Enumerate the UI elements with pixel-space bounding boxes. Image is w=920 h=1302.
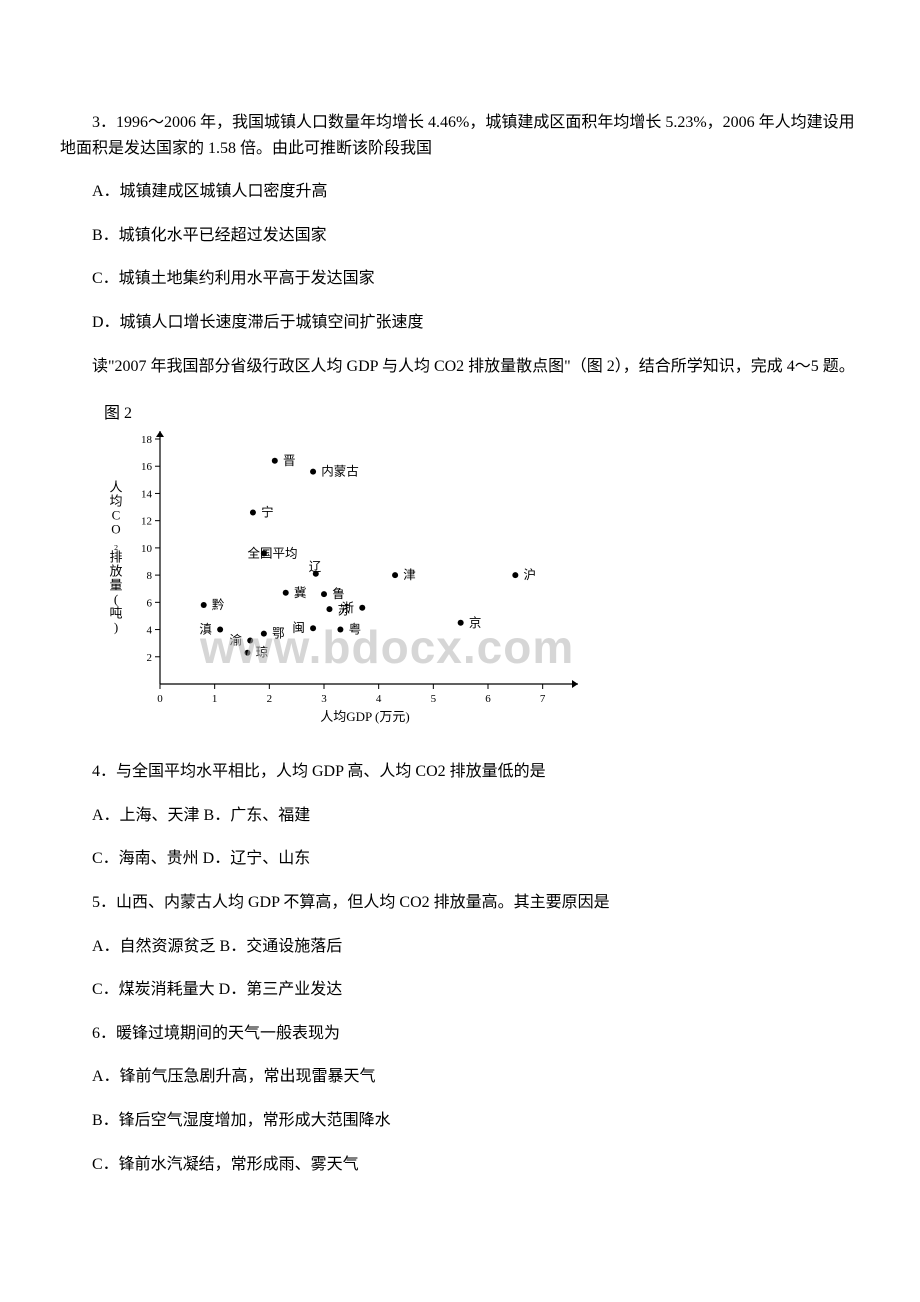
svg-text:全国平均: 全国平均 [247, 545, 297, 560]
svg-text:6: 6 [147, 597, 153, 609]
svg-text:人均GDP (万元): 人均GDP (万元) [320, 709, 409, 724]
svg-text:3: 3 [321, 693, 327, 705]
svg-text:浙: 浙 [342, 600, 355, 615]
svg-text:6: 6 [485, 693, 491, 705]
q6-option-c: C．锋前水汽凝结，常形成雨、雾天气 [60, 1152, 860, 1178]
q4-option-ab: A．上海、天津 B．广东、福建 [60, 803, 860, 829]
q6-option-a: A．锋前气压急剧升高，常出现雷暴天气 [60, 1064, 860, 1090]
svg-text:内蒙古: 内蒙古 [321, 464, 359, 479]
svg-text:鲁: 鲁 [332, 587, 345, 601]
svg-text:粤: 粤 [349, 622, 362, 637]
svg-text:晋: 晋 [283, 454, 296, 468]
q6-option-b: B．锋后空气湿度增加，常形成大范围降水 [60, 1108, 860, 1134]
q3-option-d: D．城镇人口增长速度滞后于城镇空间扩张速度 [60, 310, 860, 336]
figure-2-label: 图 2 [104, 399, 860, 423]
svg-text:10: 10 [141, 543, 153, 555]
svg-text:4: 4 [147, 625, 153, 637]
svg-text:黔: 黔 [212, 597, 225, 612]
q6-stem: 6．暖锋过境期间的天气一般表现为 [60, 1021, 860, 1047]
q5-option-cd: C．煤炭消耗量大 D．第三产业发达 [60, 977, 860, 1003]
q3-option-a: A．城镇建成区城镇人口密度升高 [60, 179, 860, 205]
svg-text:5: 5 [431, 693, 437, 705]
svg-text:宁: 宁 [261, 505, 274, 520]
svg-text:12: 12 [141, 516, 152, 528]
svg-text:14: 14 [141, 489, 153, 501]
svg-text:津: 津 [403, 568, 416, 582]
svg-text:鄂: 鄂 [272, 627, 285, 641]
svg-text:18: 18 [141, 434, 153, 446]
svg-text:渝: 渝 [229, 633, 242, 648]
q3-stem: 3．1996～2006 年，我国城镇人口数量年均增长 4.46%，城镇建成区面积… [60, 110, 860, 161]
svg-text:0: 0 [157, 693, 163, 705]
q5-stem: 5．山西、内蒙古人均 GDP 不算高，但人均 CO2 排放量高。其主要原因是 [60, 890, 860, 916]
svg-text:辽: 辽 [309, 560, 322, 574]
svg-text:2: 2 [267, 693, 273, 705]
svg-text:2: 2 [147, 652, 153, 664]
svg-text:16: 16 [141, 461, 153, 473]
figure-2-wrapper: 图 2 0123456724681012141618人均GDP (万元)人均CO… [100, 399, 860, 729]
q4-stem: 4．与全国平均水平相比，人均 GDP 高、人均 CO2 排放量低的是 [60, 759, 860, 785]
svg-text:冀: 冀 [294, 585, 307, 600]
svg-text:滇: 滇 [199, 623, 212, 637]
svg-text:7: 7 [540, 693, 546, 705]
svg-text:琼: 琼 [256, 645, 269, 660]
svg-text:沪: 沪 [524, 568, 537, 582]
svg-text:人均CO₂排放量(吨): 人均CO₂排放量(吨) [109, 480, 122, 635]
scatter-chart: 0123456724681012141618人均GDP (万元)人均CO₂排放量… [100, 429, 590, 729]
q3-option-b: B．城镇化水平已经超过发达国家 [60, 223, 860, 249]
q5-option-ab: A．自然资源贫乏 B．交通设施落后 [60, 934, 860, 960]
svg-text:京: 京 [469, 616, 482, 630]
svg-text:8: 8 [147, 570, 153, 582]
svg-text:4: 4 [376, 693, 382, 705]
svg-text:1: 1 [212, 693, 218, 705]
q3-option-c: C．城镇土地集约利用水平高于发达国家 [60, 266, 860, 292]
svg-text:闽: 闽 [292, 621, 305, 635]
q4-option-cd: C．海南、贵州 D．辽宁、山东 [60, 846, 860, 872]
intro-q4-5: 读"2007 年我国部分省级行政区人均 GDP 与人均 CO2 排放量散点图"（… [60, 354, 860, 380]
